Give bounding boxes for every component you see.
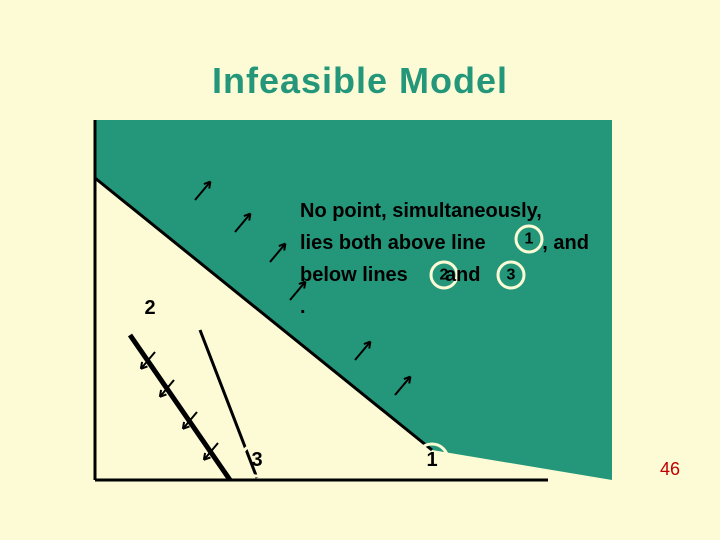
- text-line-3: below lines and: [300, 259, 640, 291]
- text-fragment: and: [445, 264, 481, 286]
- open-circle-icon: [243, 406, 267, 430]
- text-fragment: , and: [542, 232, 589, 254]
- page-number: 46: [660, 459, 680, 480]
- svg-text:1: 1: [426, 449, 437, 471]
- text-fragment: below lines: [300, 264, 408, 286]
- text-line-2: lies both above line , and: [300, 227, 640, 259]
- line-2: [130, 335, 230, 480]
- explanation-text: No point, simultaneously, lies both abov…: [300, 195, 640, 323]
- slide: Infeasible Model: [0, 0, 720, 540]
- svg-text:2: 2: [144, 297, 155, 319]
- text-line-1: No point, simultaneously,: [300, 195, 640, 227]
- text-period: .: [300, 291, 640, 323]
- svg-text:3: 3: [251, 449, 262, 471]
- text-fragment: lies both above line: [300, 232, 486, 254]
